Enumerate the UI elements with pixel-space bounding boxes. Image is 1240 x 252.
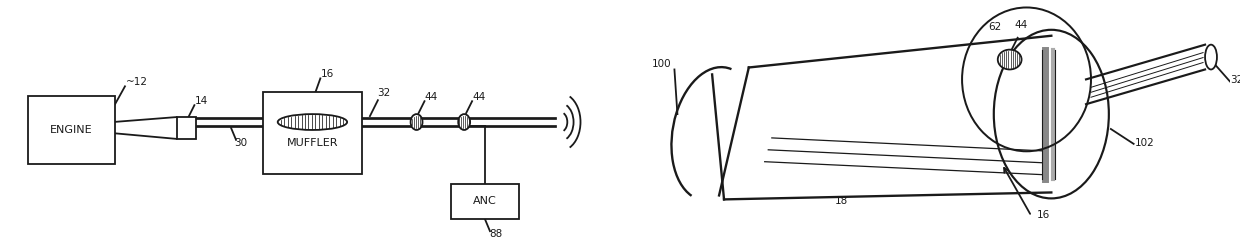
Bar <box>451 183 518 219</box>
Text: 44: 44 <box>1014 20 1028 30</box>
Text: 18: 18 <box>835 196 848 206</box>
Ellipse shape <box>410 114 423 130</box>
Text: 16: 16 <box>1037 210 1050 220</box>
Text: ~12: ~12 <box>126 77 148 87</box>
Text: 102: 102 <box>1135 138 1154 148</box>
Ellipse shape <box>993 30 1109 198</box>
Text: 16: 16 <box>320 69 334 79</box>
Bar <box>176 117 196 139</box>
Ellipse shape <box>459 114 470 130</box>
Polygon shape <box>1086 45 1205 104</box>
Text: 14: 14 <box>195 96 207 106</box>
Text: 32: 32 <box>377 88 391 98</box>
Ellipse shape <box>998 50 1022 70</box>
Ellipse shape <box>278 114 347 130</box>
Bar <box>27 96 115 164</box>
Bar <box>263 92 362 174</box>
Text: 100: 100 <box>652 59 671 70</box>
Text: 44: 44 <box>472 92 485 102</box>
Text: 32: 32 <box>1230 75 1240 85</box>
Ellipse shape <box>1205 45 1216 70</box>
Text: MUFFLER: MUFFLER <box>286 138 339 148</box>
Text: ANC: ANC <box>474 196 497 206</box>
Text: 88: 88 <box>489 229 502 239</box>
Text: 30: 30 <box>234 138 247 148</box>
Text: ENGINE: ENGINE <box>50 125 93 135</box>
Polygon shape <box>724 36 1052 199</box>
Text: 62: 62 <box>988 22 1001 32</box>
Text: 44: 44 <box>424 92 438 102</box>
